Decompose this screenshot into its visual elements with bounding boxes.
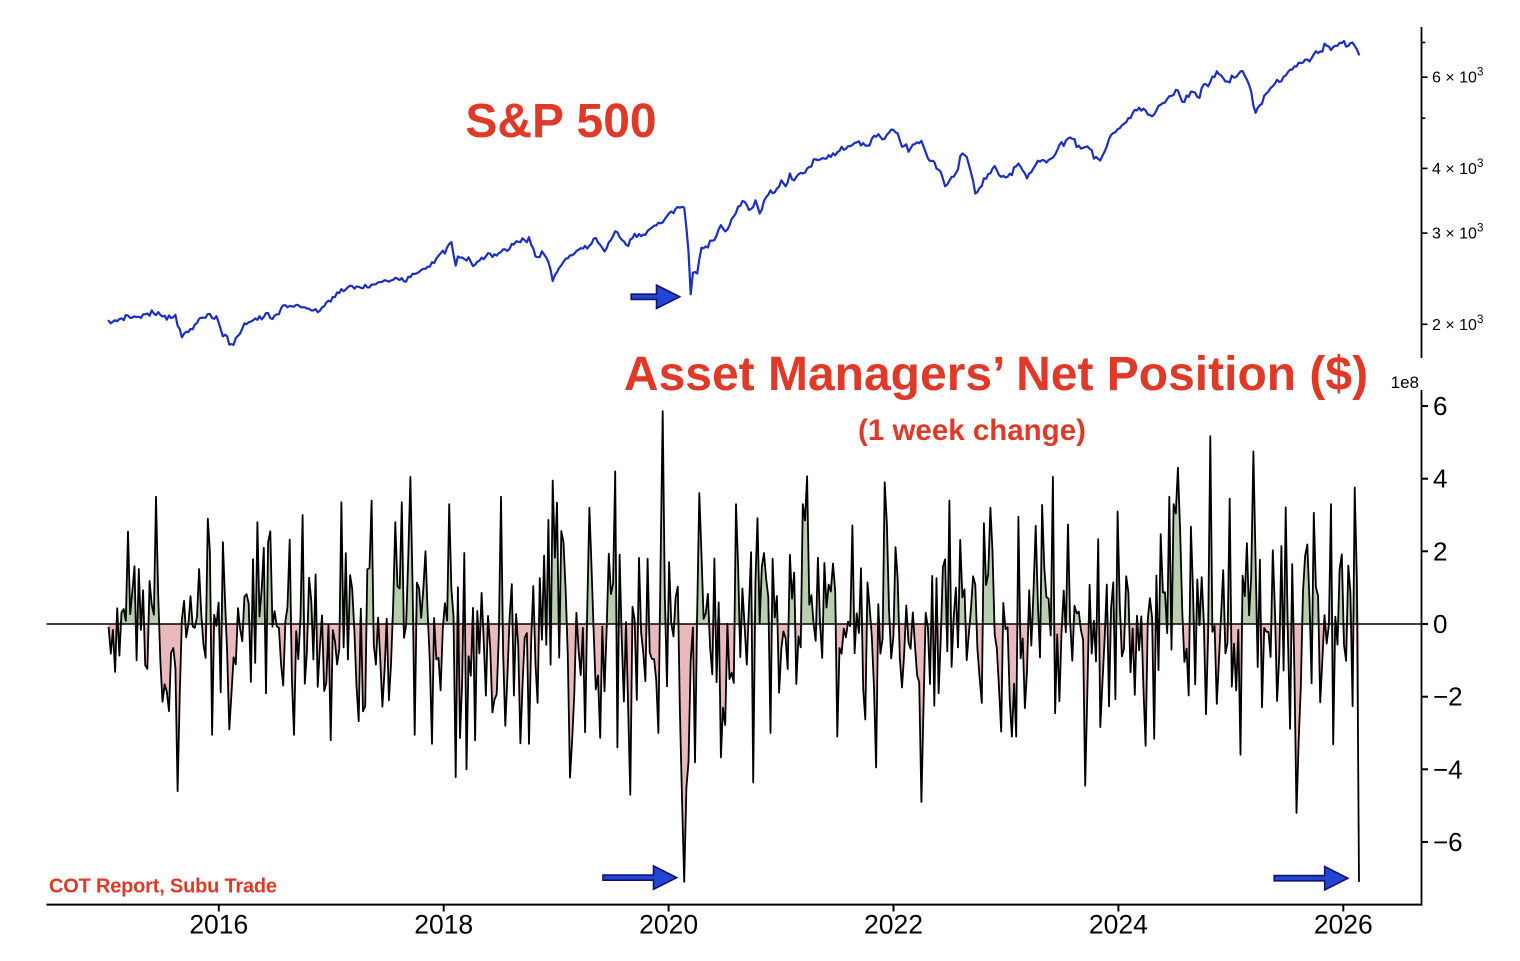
svg-text:2 × 103: 2 × 103 <box>1432 314 1483 334</box>
svg-text:4 × 103: 4 × 103 <box>1432 158 1483 178</box>
svg-text:1e8: 1e8 <box>1391 373 1419 392</box>
svg-text:−6: −6 <box>1433 827 1463 857</box>
svg-text:COT Report, Subu Trade: COT Report, Subu Trade <box>49 876 277 898</box>
svg-text:2: 2 <box>1433 536 1447 566</box>
svg-text:6 × 103: 6 × 103 <box>1432 67 1483 87</box>
svg-text:4: 4 <box>1433 464 1447 494</box>
svg-text:2018: 2018 <box>414 910 473 940</box>
svg-text:(1 week change): (1 week change) <box>858 414 1086 447</box>
svg-text:6: 6 <box>1433 391 1447 421</box>
svg-text:2024: 2024 <box>1089 910 1148 940</box>
svg-text:3 × 103: 3 × 103 <box>1432 223 1483 243</box>
svg-text:2026: 2026 <box>1314 910 1373 940</box>
svg-text:S&P 500: S&P 500 <box>465 95 656 148</box>
svg-text:2022: 2022 <box>864 910 923 940</box>
svg-text:2020: 2020 <box>639 910 698 940</box>
svg-text:−2: −2 <box>1433 682 1463 712</box>
svg-text:0: 0 <box>1433 609 1447 639</box>
svg-text:−4: −4 <box>1433 754 1463 784</box>
svg-text:Asset Managers’ Net Position (: Asset Managers’ Net Position ($) <box>624 348 1368 401</box>
svg-text:2016: 2016 <box>189 910 248 940</box>
